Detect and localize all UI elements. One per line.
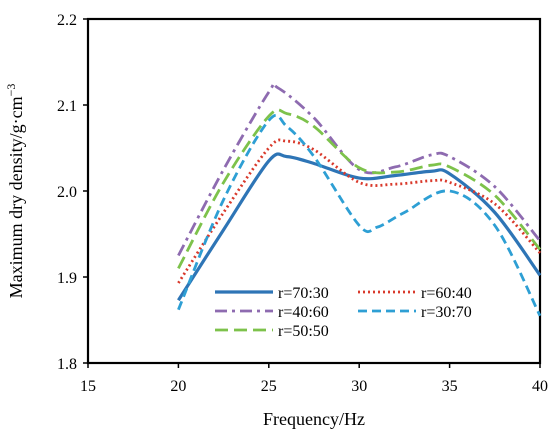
axis-ticks: 15 20 25 30 35 40 1.8 1.9 2.0 2.1 2.2 [57, 12, 548, 395]
x-tick-label: 35 [442, 378, 458, 395]
legend-label: r=70:30 [278, 285, 329, 302]
y-tick-label: 2.2 [57, 12, 77, 29]
series-line-r-70-30 [177, 152, 542, 302]
x-tick-label: 30 [351, 378, 367, 395]
data-curves [177, 81, 542, 317]
x-tick-label: 15 [80, 378, 96, 395]
y-axis-title: Maximum dry density/g·cm−3 [4, 84, 26, 299]
x-tick-label: 20 [170, 378, 186, 395]
y-axis-title-superscript: −3 [4, 84, 18, 97]
y-tick-label: 1.9 [57, 270, 77, 287]
x-axis-title: Frequency/Hz [263, 409, 365, 429]
y-tick-label: 2.1 [57, 98, 77, 115]
series-line-r-60-40 [177, 138, 542, 284]
series-line-r-50-50 [177, 108, 542, 270]
series-line-r-40-60 [177, 81, 542, 257]
y-tick-label: 1.8 [57, 356, 77, 373]
legend: r=70:30 r=60:40 r=40:60 r=30:70 r=50:50 [215, 285, 472, 340]
legend-label: r=40:60 [278, 304, 329, 321]
plot-frame [86, 17, 542, 365]
series-line-r-30-70 [177, 114, 542, 317]
x-tick-label: 40 [532, 378, 548, 395]
y-axis-title-text: Maximum dry density/g·cm [6, 96, 26, 298]
x-tick-label: 25 [261, 378, 277, 395]
y-tick-label: 2.0 [57, 184, 77, 201]
legend-label: r=30:70 [421, 304, 472, 321]
legend-label: r=50:50 [278, 323, 329, 340]
legend-label: r=60:40 [421, 285, 472, 302]
